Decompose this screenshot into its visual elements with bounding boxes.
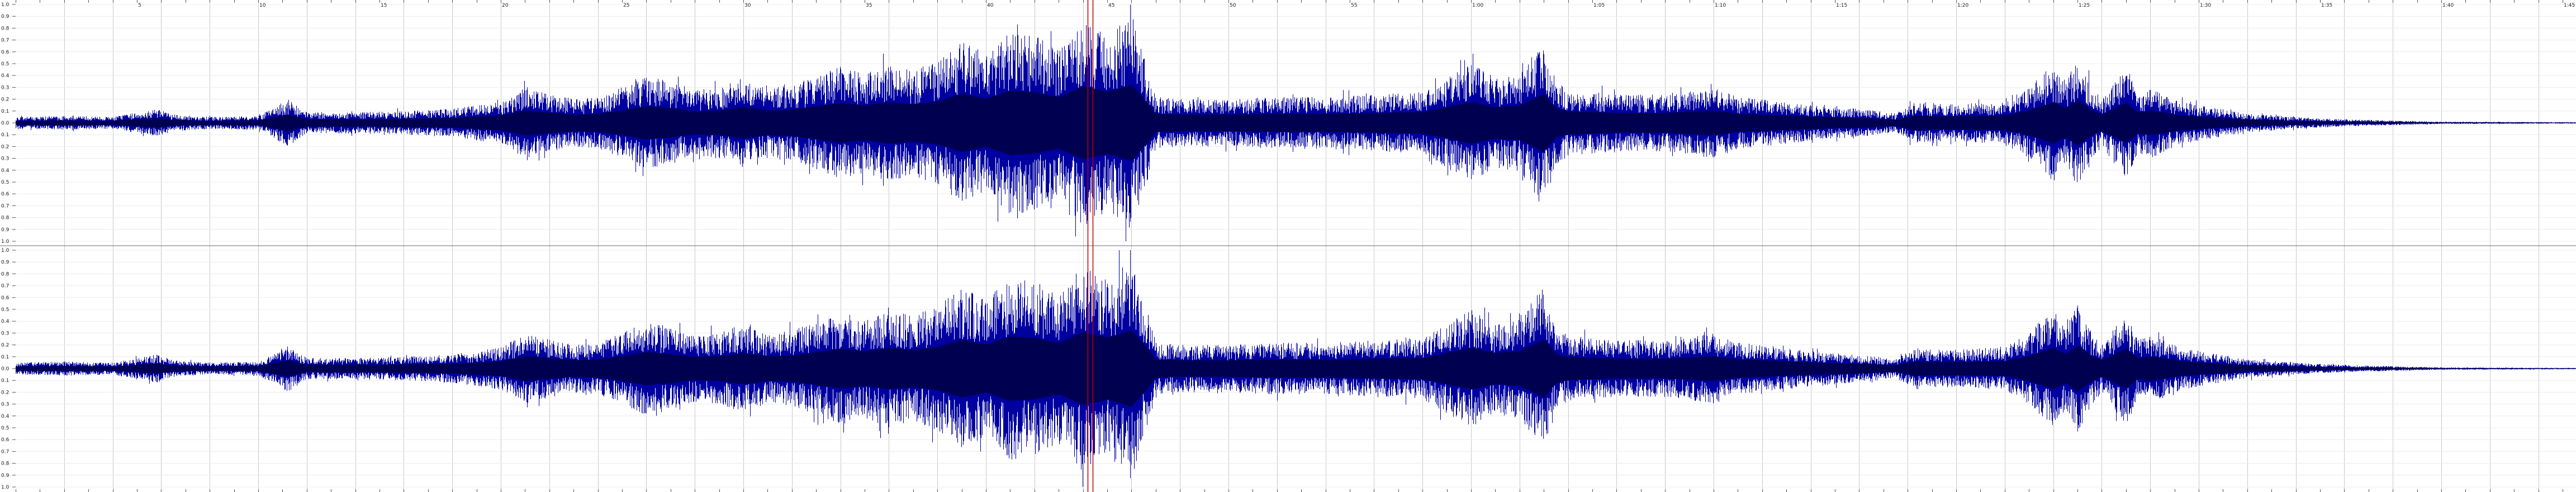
amplitude-label: 0.1 (1, 378, 9, 384)
amplitude-label: 1.0 (1, 248, 10, 254)
time-ruler-top: 5 10 15 20 25 30 35 40 45 50 55 1:00 1:05 1:10 1:15 1:2… (16, 0, 2575, 8)
time-label: 1:20 (1957, 3, 1968, 8)
amplitude-label: 1.0 (1, 2, 10, 8)
amplitude-label: 0.5 (1, 426, 9, 431)
time-label: 1:40 (2442, 3, 2454, 8)
amplitude-label: 0.6 (1, 192, 10, 197)
amplitude-label: 0.7 (1, 284, 9, 289)
amplitude-label: 0.3 (1, 85, 9, 90)
amplitude-label: 0.5 (1, 61, 9, 67)
time-label: 5 (138, 3, 141, 8)
amplitude-label: 0.3 (1, 156, 9, 162)
time-label: 1:05 (1593, 3, 1605, 8)
time-label: 1:30 (2200, 3, 2211, 8)
time-label: 40 (987, 3, 994, 8)
time-label: 1:10 (1715, 3, 1726, 8)
time-label: 30 (744, 3, 751, 8)
amplitude-label: 0.1 (1, 132, 9, 138)
amplitude-label: 0.2 (1, 343, 9, 348)
amplitude-label: 0.9 (1, 260, 10, 265)
amplitude-label: 1.0 (1, 485, 10, 490)
time-label: 1:15 (1836, 3, 1847, 8)
amplitude-label: 0.1 (1, 109, 9, 114)
amplitude-label: 0.8 (1, 216, 10, 221)
amplitude-label: 0.1 (1, 355, 9, 360)
time-label: 10 (259, 3, 266, 8)
waveform-rms (16, 84, 2576, 161)
marker-layer (1087, 0, 1094, 492)
waveform-channel-left[interactable] (16, 4, 2576, 241)
time-label: 1:25 (2079, 3, 2090, 8)
time-label: 45 (1108, 3, 1114, 8)
time-label: 50 (1230, 3, 1236, 8)
amplitude-label: 0.8 (1, 26, 10, 31)
time-label: 20 (502, 3, 509, 8)
amplitude-label: 0.2 (1, 97, 9, 103)
amplitude-ruler: 1.0 0.9 0.8 0.7 0.6 0.5 0.4 0.3 0.2 0.1 0.0 0.1 0.2 0… (1, 2, 16, 490)
waveform-rms (16, 330, 2576, 407)
amplitude-label: 1.0 (1, 239, 10, 245)
amplitude-label: 0.6 (1, 295, 10, 301)
amplitude-label: 0.0 (1, 366, 10, 372)
amplitude-label: 0.9 (1, 227, 10, 233)
time-ruler-bottom (16, 489, 2563, 492)
amplitude-label: 0.9 (1, 473, 10, 479)
time-label: 15 (381, 3, 387, 8)
amplitude-label: 0.6 (1, 437, 10, 443)
time-label: 1:45 (2564, 3, 2575, 8)
amplitude-label: 0.0 (1, 121, 10, 126)
amplitude-label: 0.3 (1, 331, 9, 336)
amplitude-label: 0.4 (1, 168, 10, 174)
amplitude-label: 0.3 (1, 402, 9, 408)
amplitude-label: 0.8 (1, 461, 10, 467)
amplitude-label: 0.7 (1, 203, 9, 209)
waveform-channel-right[interactable] (16, 250, 2576, 487)
amplitude-label: 0.4 (1, 73, 10, 79)
amplitude-label: 0.2 (1, 144, 9, 150)
time-label: 1:35 (2321, 3, 2332, 8)
amplitude-label: 0.4 (1, 414, 10, 419)
amplitude-label: 0.7 (1, 38, 9, 44)
amplitude-label: 0.5 (1, 307, 9, 313)
amplitude-label: 0.7 (1, 449, 9, 455)
amplitude-label: 0.2 (1, 390, 9, 395)
amplitude-label: 0.5 (1, 180, 9, 185)
time-label: 55 (1351, 3, 1357, 8)
time-label: 25 (623, 3, 629, 8)
time-label: 35 (866, 3, 872, 8)
amplitude-label: 0.9 (1, 14, 10, 20)
time-label: 1:00 (1472, 3, 1483, 8)
amplitude-label: 0.6 (1, 50, 10, 55)
amplitude-label: 0.4 (1, 319, 10, 324)
amplitude-label: 0.8 (1, 271, 10, 277)
